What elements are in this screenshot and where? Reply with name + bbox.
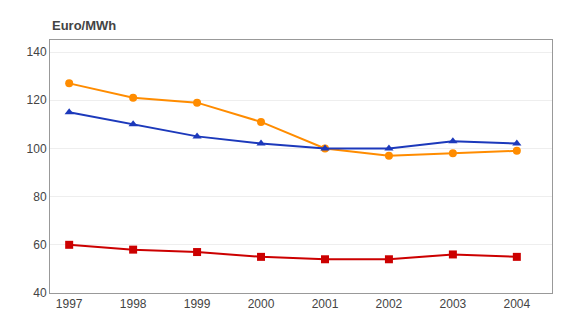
svg-text:Euro/MWh: Euro/MWh [52, 18, 116, 33]
svg-text:2002: 2002 [376, 297, 403, 311]
svg-text:100: 100 [27, 142, 47, 156]
svg-text:2004: 2004 [503, 297, 530, 311]
svg-text:2000: 2000 [248, 297, 275, 311]
svg-text:2003: 2003 [440, 297, 467, 311]
svg-text:140: 140 [27, 45, 47, 59]
svg-text:60: 60 [33, 238, 47, 252]
svg-text:2001: 2001 [312, 297, 339, 311]
svg-text:1997: 1997 [56, 297, 83, 311]
svg-text:80: 80 [33, 190, 47, 204]
svg-text:1998: 1998 [120, 297, 147, 311]
svg-text:1999: 1999 [184, 297, 211, 311]
svg-text:120: 120 [27, 93, 47, 107]
svg-text:40: 40 [33, 286, 47, 300]
